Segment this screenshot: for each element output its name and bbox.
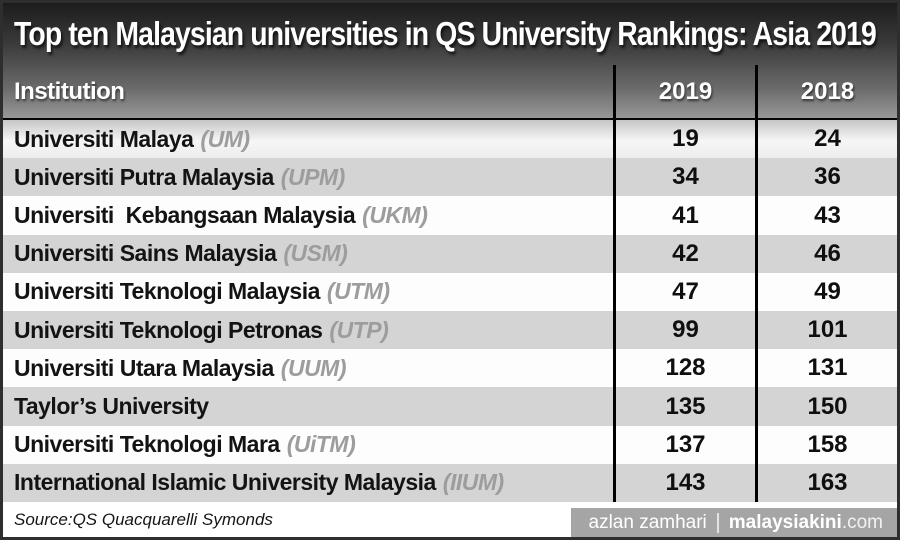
brand-logo: malaysiakini.com <box>729 512 883 534</box>
table-row: Universiti Sains Malaysia (USM) 42 46 <box>3 234 897 273</box>
rank-2019-cell: 19 <box>613 120 755 159</box>
rank-2018-cell: 24 <box>755 120 897 159</box>
institution-cell: Universiti Sains Malaysia (USM) <box>3 235 613 273</box>
credit-badge: azlan zamhari malaysiakini.com <box>570 508 897 537</box>
rank-2019-cell: 99 <box>613 311 755 350</box>
rank-2019-cell: 42 <box>613 234 755 273</box>
institution-name: International Islamic University Malaysi… <box>14 469 436 496</box>
rank-2018-cell: 150 <box>755 387 897 426</box>
rank-2019-cell: 34 <box>613 158 755 197</box>
rank-2018-cell: 158 <box>755 425 897 464</box>
page-title: Top ten Malaysian universities in QS Uni… <box>14 15 877 52</box>
institution-abbr: (USM) <box>283 240 348 267</box>
table-header: Top ten Malaysian universities in QS Uni… <box>3 3 897 120</box>
institution-name: Universiti Putra Malaysia <box>14 163 274 190</box>
column-header-institution: Institution <box>3 65 613 118</box>
institution-abbr: (UPM) <box>280 163 345 190</box>
brand-name: malaysiakini <box>728 511 842 533</box>
rank-2018-cell: 101 <box>755 311 897 350</box>
table-row: Universiti Utara Malaysia (UUM) 128 131 <box>3 349 897 388</box>
institution-name: Universiti Malaya <box>14 125 194 152</box>
table-row: Universiti Teknologi Petronas (UTP) 99 1… <box>3 311 897 350</box>
rank-2018-cell: 131 <box>755 349 897 388</box>
rank-2019-cell: 137 <box>613 425 755 464</box>
institution-name: Universiti Teknologi Petronas <box>14 316 323 343</box>
rank-2018-cell: 46 <box>755 234 897 273</box>
institution-cell: International Islamic University Malaysi… <box>3 464 613 502</box>
column-header-2019: 2019 <box>613 65 755 118</box>
institution-abbr: (UTP) <box>329 316 389 343</box>
rank-2018-cell: 43 <box>755 196 897 235</box>
badge-divider <box>716 512 719 533</box>
column-header-2019-label: 2019 <box>658 77 713 105</box>
institution-abbr: (UUM) <box>280 354 347 381</box>
rank-2018-cell: 36 <box>755 158 897 197</box>
column-header-row: Institution 2019 2018 <box>3 65 897 118</box>
institution-cell: Universiti Teknologi Malaysia (UTM) <box>3 273 613 311</box>
table-row: Universiti Teknologi Mara (UiTM) 137 158 <box>3 425 897 464</box>
institution-abbr: (UTM) <box>326 278 390 305</box>
column-header-2018-label: 2018 <box>800 77 855 105</box>
title-bar: Top ten Malaysian universities in QS Uni… <box>3 3 897 65</box>
table-row: International Islamic University Malaysi… <box>3 463 897 503</box>
rank-2018-cell: 163 <box>755 463 897 503</box>
table-body: Universiti Malaya (UM) 19 24 Universiti … <box>3 120 897 503</box>
table-row: Universiti Putra Malaysia (UPM) 34 36 <box>3 158 897 197</box>
rank-2019-cell: 135 <box>613 387 755 426</box>
column-header-2018: 2018 <box>755 65 897 118</box>
institution-cell: Universiti Putra Malaysia (UPM) <box>3 158 613 196</box>
table-row: Universiti Teknologi Malaysia (UTM) 47 4… <box>3 272 897 312</box>
institution-abbr: (UKM) <box>362 202 428 228</box>
institution-cell: Universiti Utara Malaysia (UUM) <box>3 349 613 387</box>
source-text: Source:QS Quacquarelli Symonds <box>14 509 273 529</box>
table-row: Universiti Kebangsaan Malaysia (UKM) 41 … <box>3 196 897 235</box>
rank-2019-cell: 143 <box>613 463 755 503</box>
institution-name: Universiti Utara Malaysia <box>14 354 274 381</box>
institution-name: Universiti Sains Malaysia <box>14 240 277 267</box>
column-header-institution-label: Institution <box>14 77 125 105</box>
institution-abbr: (UiTM) <box>286 431 356 458</box>
institution-cell: Universiti Kebangsaan Malaysia (UKM) <box>3 196 613 234</box>
brand-suffix: .com <box>841 511 883 533</box>
institution-cell: Universiti Malaya (UM) <box>3 120 613 158</box>
institution-name: Universiti Kebangsaan Malaysia <box>14 202 356 228</box>
institution-name: Universiti Teknologi Malaysia <box>14 278 320 305</box>
institution-abbr: (IIUM) <box>442 469 504 496</box>
institution-cell: Taylor’s University <box>3 387 613 425</box>
table-row: Taylor’s University 135 150 <box>3 387 897 426</box>
institution-cell: Universiti Teknologi Petronas (UTP) <box>3 311 613 349</box>
institution-name: Taylor’s University <box>14 393 209 420</box>
rank-2019-cell: 41 <box>613 196 755 235</box>
footer: Source:QS Quacquarelli Symonds azlan zam… <box>3 502 897 537</box>
table-row: Universiti Malaya (UM) 19 24 <box>3 120 897 159</box>
rank-2019-cell: 128 <box>613 349 755 388</box>
institution-name: Universiti Teknologi Mara <box>14 431 280 458</box>
institution-abbr: (UM) <box>200 125 250 152</box>
rank-2019-cell: 47 <box>613 272 755 312</box>
institution-cell: Universiti Teknologi Mara (UiTM) <box>3 426 613 464</box>
author-credit: azlan zamhari <box>588 511 707 533</box>
rank-2018-cell: 49 <box>755 272 897 312</box>
